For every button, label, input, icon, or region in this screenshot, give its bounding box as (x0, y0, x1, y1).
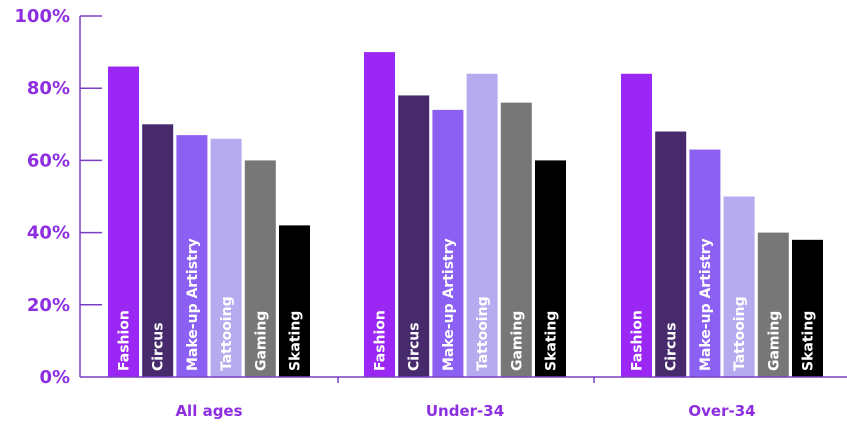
bar-label: Fashion (117, 310, 133, 371)
bar-label: Tattooing (475, 296, 491, 371)
bar (500, 102, 532, 377)
bar-label: Gaming (766, 311, 782, 371)
bar-label: Make-up Artistry (698, 238, 714, 371)
bar-label: Make-up Artistry (441, 238, 457, 371)
x-axis: All ages Under-34 Over-34 (80, 376, 847, 420)
bar-label: Skating (288, 311, 304, 371)
y-tick-label: 0% (39, 367, 70, 388)
bar (364, 52, 395, 377)
bar (621, 73, 652, 377)
bar (757, 232, 789, 377)
bar (210, 138, 242, 377)
y-tick-label: 80% (27, 78, 70, 99)
bar-label: Skating (801, 311, 817, 371)
bar (432, 109, 464, 378)
x-category-label: Under-34 (426, 402, 504, 420)
bar (176, 135, 208, 377)
bar (723, 196, 755, 377)
bar-label: Circus (407, 322, 423, 371)
bar (398, 95, 430, 378)
bar (108, 66, 139, 377)
y-tick-label: 60% (27, 150, 70, 171)
y-tick-label: 100% (14, 6, 70, 27)
bar-label: Tattooing (219, 296, 235, 371)
bar (655, 131, 687, 377)
bar (244, 160, 276, 377)
bar-label: Gaming (253, 311, 269, 371)
y-tick-label: 20% (27, 295, 70, 316)
bar-label: Circus (151, 322, 167, 371)
bar (535, 160, 566, 377)
bar (689, 149, 721, 377)
bar-label: Gaming (509, 311, 525, 371)
bar-label: Fashion (630, 310, 646, 371)
bars: Fashion Circus Make-up Artistry Tattooing Ga… (108, 52, 823, 378)
bar-label: Skating (544, 311, 560, 371)
bar (466, 73, 498, 377)
y-axis: 0% 20% 40% 60% 80% 100% (14, 6, 102, 388)
bar-label: Circus (664, 322, 680, 371)
y-tick-label: 40% (27, 223, 70, 244)
bar (142, 124, 174, 377)
x-category-label: All ages (175, 402, 242, 420)
x-category-label: Over-34 (688, 402, 755, 420)
bar-label: Tattooing (732, 296, 748, 371)
bar-label: Fashion (373, 310, 389, 371)
bar (792, 239, 823, 377)
bar-label: Make-up Artistry (185, 238, 201, 371)
bar (279, 225, 310, 377)
